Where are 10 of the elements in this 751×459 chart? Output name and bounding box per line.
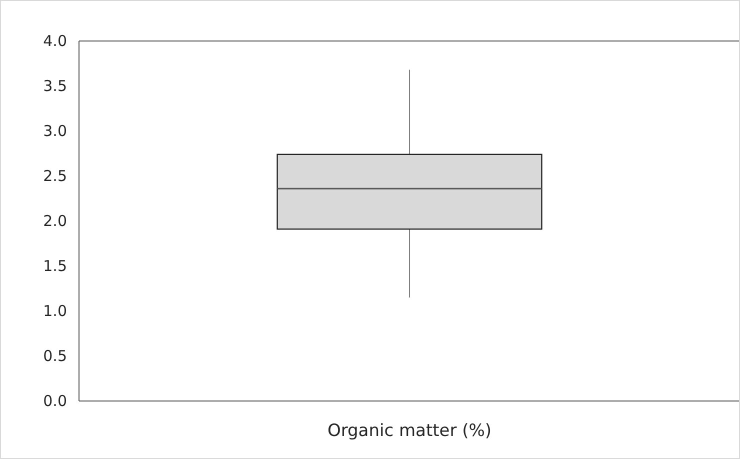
y-tick-label: 4.0 [43, 32, 67, 50]
x-tick-label: Organic matter (%) [327, 421, 492, 441]
y-tick-label: 3.5 [43, 76, 67, 95]
y-tick-label: 2.5 [43, 166, 67, 185]
y-tick-label: 3.0 [43, 122, 67, 140]
y-tick-label: 1.0 [43, 302, 67, 320]
y-tick-label: 1.5 [43, 256, 67, 275]
y-tick-label: 0.0 [43, 392, 67, 410]
y-tick-label: 0.5 [43, 346, 67, 365]
y-tick-label: 2.0 [43, 212, 67, 230]
